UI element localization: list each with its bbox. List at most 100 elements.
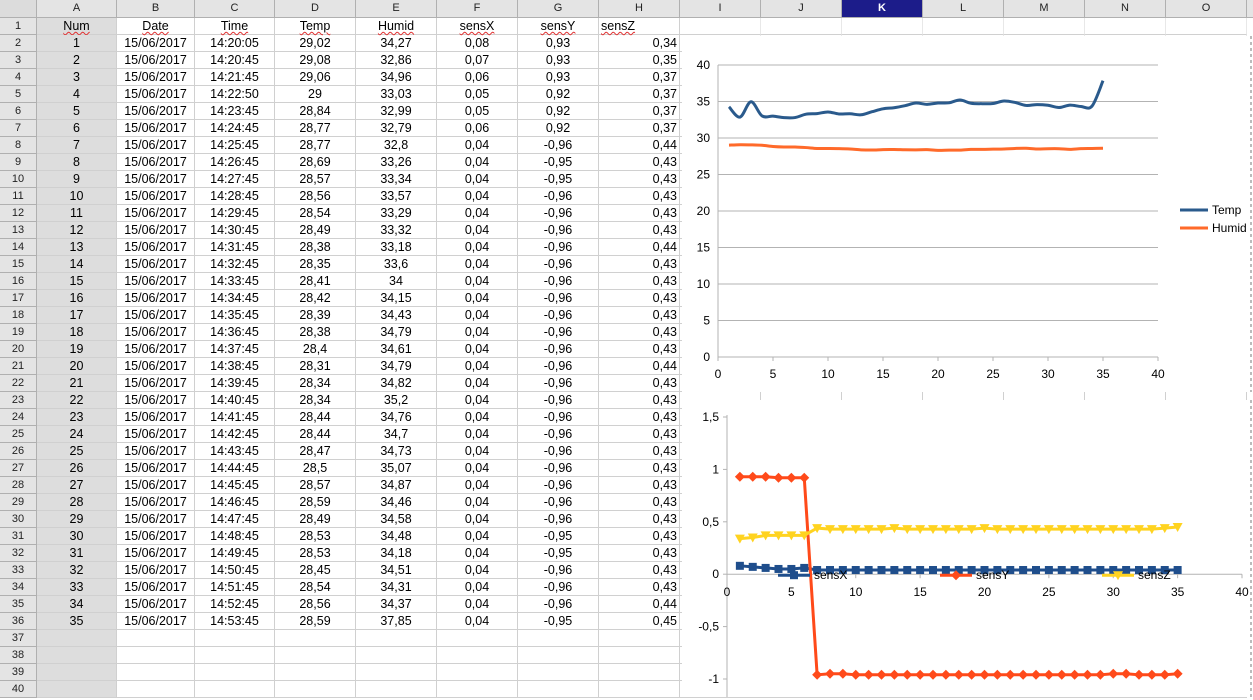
cell-num[interactable] (37, 647, 117, 664)
cell-num[interactable] (37, 630, 117, 647)
cell-date[interactable]: 15/06/2017 (117, 120, 195, 137)
column-header-d[interactable]: D (275, 0, 356, 17)
cell-sensy[interactable]: -0,96 (518, 494, 599, 511)
cell-sensz[interactable]: 0,43 (599, 375, 680, 392)
cell-temp[interactable]: 28,59 (275, 494, 356, 511)
cell-time[interactable]: 14:20:45 (195, 52, 275, 69)
cell-sensx[interactable]: 0,04 (437, 443, 518, 460)
cell-sensx[interactable]: 0,04 (437, 375, 518, 392)
cell-time[interactable]: 14:23:45 (195, 103, 275, 120)
cell-humid[interactable]: 34,15 (356, 290, 437, 307)
cell-sensx[interactable]: 0,08 (437, 35, 518, 52)
cell-time[interactable]: 14:26:45 (195, 154, 275, 171)
cell-sensz[interactable]: 0,35 (599, 52, 680, 69)
cell-sensy[interactable]: -0,96 (518, 358, 599, 375)
cell-time[interactable]: 14:36:45 (195, 324, 275, 341)
column-header-g[interactable]: G (518, 0, 599, 17)
cell-temp[interactable] (275, 647, 356, 664)
cell-time[interactable]: 14:44:45 (195, 460, 275, 477)
cell-sensx[interactable]: 0,04 (437, 154, 518, 171)
cell-date[interactable]: 15/06/2017 (117, 154, 195, 171)
cell-time[interactable]: 14:48:45 (195, 528, 275, 545)
cell-humid[interactable]: 32,8 (356, 137, 437, 154)
row-header-18[interactable]: 18 (0, 307, 37, 324)
cell-temp[interactable]: 28,38 (275, 324, 356, 341)
cell-humid[interactable]: 34,82 (356, 375, 437, 392)
cell-sensx[interactable]: 0,06 (437, 120, 518, 137)
cell-date[interactable]: 15/06/2017 (117, 35, 195, 52)
cell-sensy[interactable]: -0,96 (518, 579, 599, 596)
cell-humid[interactable]: 32,86 (356, 52, 437, 69)
cell-humid[interactable] (356, 630, 437, 647)
cell-sensz[interactable]: 0,34 (599, 35, 680, 52)
cell-sensx[interactable]: 0,05 (437, 103, 518, 120)
row-header-35[interactable]: 35 (0, 596, 37, 613)
cell-time[interactable]: 14:28:45 (195, 188, 275, 205)
cell-num[interactable]: 28 (37, 494, 117, 511)
cell-time[interactable]: 14:30:45 (195, 222, 275, 239)
cell-sensx[interactable]: 0,04 (437, 494, 518, 511)
cell-sensx[interactable] (437, 647, 518, 664)
cell-empty[interactable] (761, 18, 842, 35)
cell-num[interactable]: 19 (37, 341, 117, 358)
cell-time[interactable]: 14:20:05 (195, 35, 275, 52)
cell-sensz[interactable]: 0,43 (599, 443, 680, 460)
cell-humid[interactable]: 34,37 (356, 596, 437, 613)
cell-humid[interactable]: 33,26 (356, 154, 437, 171)
cell-sensx[interactable]: 0,04 (437, 256, 518, 273)
cell-date[interactable]: 15/06/2017 (117, 596, 195, 613)
cell-date[interactable]: 15/06/2017 (117, 222, 195, 239)
cell-humid[interactable]: Humid (356, 18, 437, 35)
cell-sensy[interactable]: -0,95 (518, 528, 599, 545)
cell-sensz[interactable]: 0,43 (599, 290, 680, 307)
cell-time[interactable]: 14:50:45 (195, 562, 275, 579)
cell-sensz[interactable]: 0,43 (599, 188, 680, 205)
cell-sensz[interactable] (599, 647, 680, 664)
cell-sensz[interactable]: 0,43 (599, 477, 680, 494)
cell-sensz[interactable]: 0,44 (599, 239, 680, 256)
cell-time[interactable]: 14:29:45 (195, 205, 275, 222)
cell-sensy[interactable]: -0,96 (518, 222, 599, 239)
cell-sensx[interactable]: 0,04 (437, 613, 518, 630)
column-header-b[interactable]: B (117, 0, 195, 17)
cell-sensz[interactable]: 0,43 (599, 307, 680, 324)
cell-sensx[interactable]: 0,04 (437, 528, 518, 545)
row-header-9[interactable]: 9 (0, 154, 37, 171)
cell-num[interactable]: 24 (37, 426, 117, 443)
cell-sensy[interactable]: -0,96 (518, 409, 599, 426)
cell-temp[interactable]: 28,41 (275, 273, 356, 290)
cell-sensx[interactable]: 0,04 (437, 205, 518, 222)
cell-date[interactable]: 15/06/2017 (117, 545, 195, 562)
temp-humid-chart[interactable]: 0 5 10 15 20 25 30 35 40 0 5 10 15 20 25 30 35 40 Temp Humi… (682, 36, 1253, 392)
cell-sensy[interactable]: -0,95 (518, 154, 599, 171)
column-header-n[interactable]: N (1085, 0, 1166, 17)
cell-temp[interactable]: 28,31 (275, 358, 356, 375)
cell-num[interactable]: 35 (37, 613, 117, 630)
cell-temp[interactable]: 29,08 (275, 52, 356, 69)
row-header-21[interactable]: 21 (0, 358, 37, 375)
cell-time[interactable]: 14:21:45 (195, 69, 275, 86)
column-header-j[interactable]: J (761, 0, 842, 17)
cell-sensz[interactable]: 0,37 (599, 86, 680, 103)
cell-temp[interactable]: 28,44 (275, 426, 356, 443)
row-header-31[interactable]: 31 (0, 528, 37, 545)
cell-date[interactable]: 15/06/2017 (117, 171, 195, 188)
cell-sensx[interactable]: 0,04 (437, 273, 518, 290)
cell-time[interactable]: 14:43:45 (195, 443, 275, 460)
cell-time[interactable]: 14:47:45 (195, 511, 275, 528)
row-header-15[interactable]: 15 (0, 256, 37, 273)
cell-sensy[interactable]: -0,95 (518, 613, 599, 630)
column-header-e[interactable]: E (356, 0, 437, 17)
cell-date[interactable]: 15/06/2017 (117, 477, 195, 494)
cell-time[interactable]: 14:39:45 (195, 375, 275, 392)
cell-time[interactable]: 14:38:45 (195, 358, 275, 375)
row-header-29[interactable]: 29 (0, 494, 37, 511)
cell-sensy[interactable] (518, 647, 599, 664)
cell-time[interactable]: 14:35:45 (195, 307, 275, 324)
cell-temp[interactable]: 28,49 (275, 222, 356, 239)
cell-humid[interactable]: 33,57 (356, 188, 437, 205)
row-header-32[interactable]: 32 (0, 545, 37, 562)
row-header-39[interactable]: 39 (0, 664, 37, 681)
cell-empty[interactable] (680, 18, 761, 35)
cell-date[interactable]: 15/06/2017 (117, 86, 195, 103)
